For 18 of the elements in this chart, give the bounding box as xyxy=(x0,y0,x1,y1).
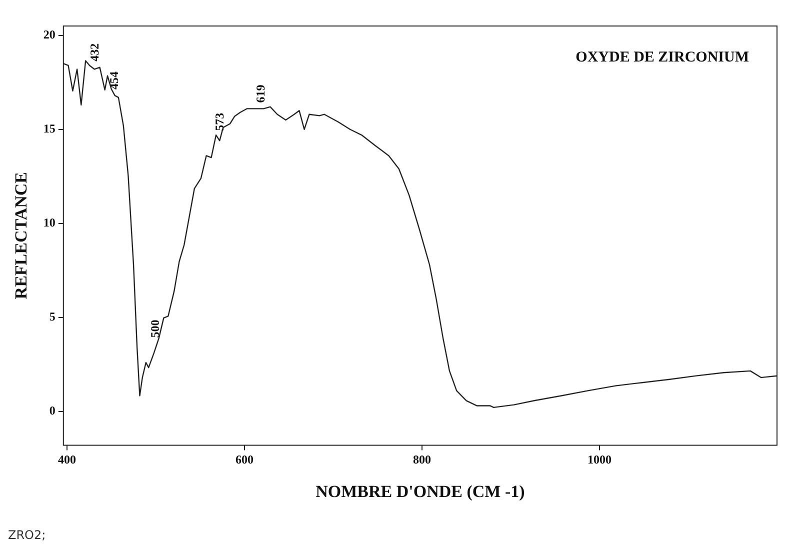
x-axis-title: NOMBRE D'ONDE (CM -1) xyxy=(316,482,525,502)
y-tick-label: 0 xyxy=(49,403,56,418)
y-tick-label: 20 xyxy=(43,27,56,42)
y-tick-label: 5 xyxy=(49,309,56,324)
annotation: 454 xyxy=(106,72,121,90)
text: ZRO2; xyxy=(8,528,46,542)
annotation: 500 xyxy=(148,320,162,338)
y-tick-label: 10 xyxy=(43,215,56,230)
x-tick-label: 1000 xyxy=(587,452,612,466)
y-axis-title: REFLECTANCE xyxy=(12,172,31,300)
y-tick-label: 15 xyxy=(43,121,56,136)
annotation: 432 xyxy=(87,43,102,62)
x-tick-label: 600 xyxy=(235,452,254,466)
x-tick-label: 800 xyxy=(412,452,431,466)
annotation: 573 xyxy=(212,112,227,131)
annotation: 619 xyxy=(253,84,268,103)
x-tick-label: 400 xyxy=(58,452,76,466)
text: OXYDE DE ZIRCONIUM xyxy=(576,49,749,66)
